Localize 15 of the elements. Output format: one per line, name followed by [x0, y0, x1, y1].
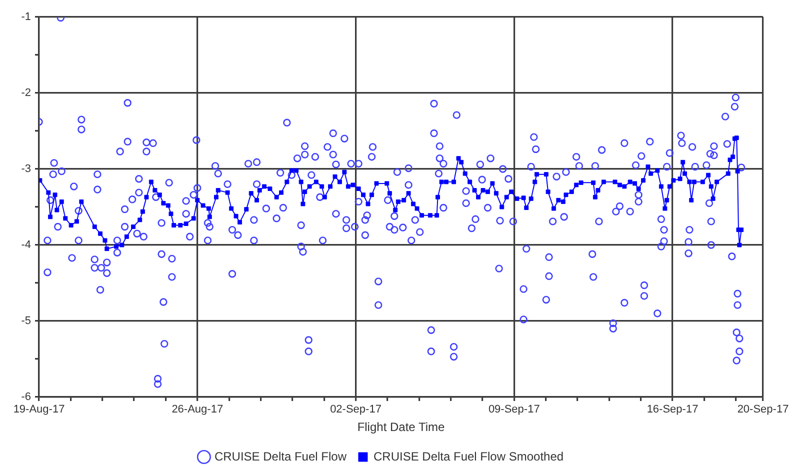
- legend-label: CRUISE Delta Fuel Flow Smoothed: [373, 449, 564, 464]
- x-tick-label: 26-Aug-17: [172, 404, 224, 416]
- y-tick-label: -5: [21, 315, 31, 328]
- x-tick-label: 16-Sep-17: [646, 404, 698, 416]
- x-axis-title: Flight Date Time: [357, 420, 445, 434]
- y-tick-label: -4: [21, 239, 31, 252]
- x-tick-label: 02-Sep-17: [330, 404, 382, 416]
- x-tick-label: 20-Sep-17: [737, 404, 789, 416]
- y-tick-label: -3: [21, 163, 31, 176]
- legend-label: CRUISE Delta Fuel Flow: [214, 449, 347, 464]
- x-tick-label: 09-Sep-17: [488, 404, 540, 416]
- x-tick-label: 19-Aug-17: [13, 404, 65, 416]
- y-tick-label: -6: [21, 391, 31, 404]
- y-tick-label: -2: [21, 87, 31, 100]
- y-tick-label: -1: [21, 11, 31, 24]
